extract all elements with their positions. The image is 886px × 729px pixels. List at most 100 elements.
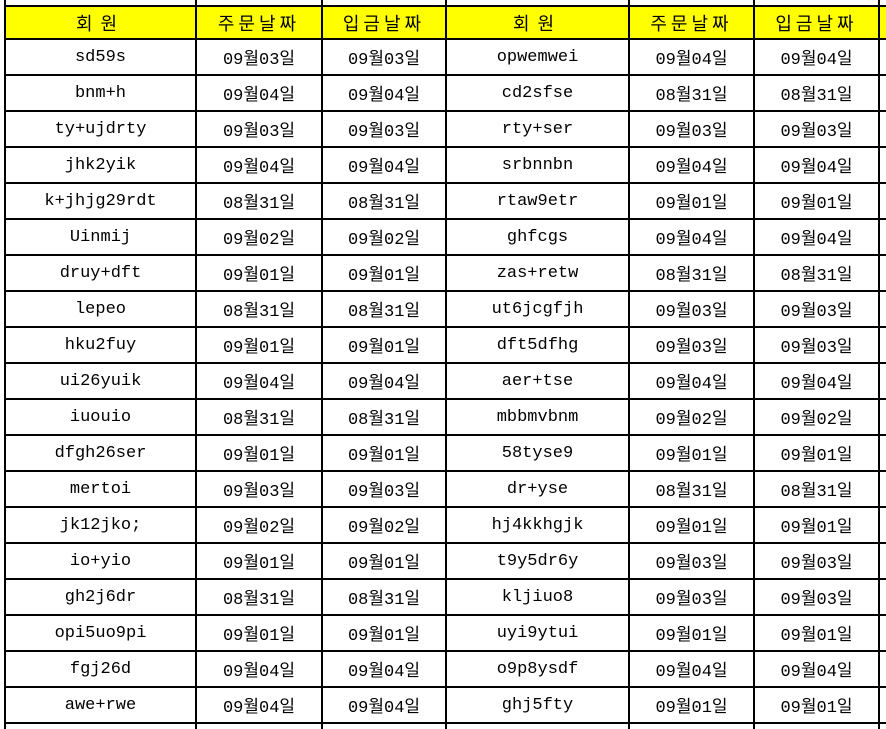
deposit-date-cell[interactable]: 09월03일 (755, 328, 880, 364)
deposit-date-cell[interactable]: 09월04일 (755, 40, 880, 76)
order-date-cell[interactable]: 09월01일 (197, 544, 323, 580)
deposit-date-cell[interactable]: 08월31일 (323, 184, 447, 220)
deposit-date-cell[interactable]: 09월03일 (323, 112, 447, 148)
member-cell[interactable]: sd59s (4, 40, 197, 76)
order-date-cell[interactable]: 09월01일 (630, 616, 755, 652)
member-cell[interactable]: rty+ser (447, 112, 630, 148)
order-date-cell[interactable]: 09월04일 (197, 76, 323, 112)
deposit-date-cell[interactable]: 09월01일 (755, 508, 880, 544)
header-cell-member-right[interactable]: 회원 (447, 7, 630, 40)
deposit-date-cell[interactable]: 09월04일 (755, 652, 880, 688)
order-date-cell[interactable]: 08월31일 (197, 400, 323, 436)
deposit-date-cell[interactable]: 09월01일 (323, 616, 447, 652)
order-date-cell[interactable]: 09월04일 (630, 148, 755, 184)
order-date-cell[interactable]: 09월01일 (197, 436, 323, 472)
member-cell[interactable]: iuouio (4, 400, 197, 436)
member-cell[interactable]: ty+ujdrty (4, 112, 197, 148)
deposit-date-cell[interactable]: 09월02일 (323, 220, 447, 256)
deposit-date-cell[interactable]: 08월31일 (755, 472, 880, 508)
member-cell[interactable]: opwemwei (447, 40, 630, 76)
order-date-cell[interactable]: 09월01일 (197, 256, 323, 292)
member-cell[interactable]: gh2j6dr (4, 580, 197, 616)
member-cell[interactable]: Uinmij (4, 220, 197, 256)
deposit-date-cell[interactable]: 09월03일 (323, 40, 447, 76)
deposit-date-cell[interactable]: 09월01일 (755, 616, 880, 652)
order-date-cell[interactable]: 09월03일 (197, 472, 323, 508)
deposit-date-cell[interactable]: 08월31일 (323, 580, 447, 616)
order-date-cell[interactable]: 09월04일 (197, 364, 323, 400)
order-date-cell[interactable]: 09월03일 (630, 580, 755, 616)
member-cell[interactable]: fgj26d (4, 652, 197, 688)
member-cell[interactable]: ut6jcgfjh (447, 292, 630, 328)
order-date-cell[interactable]: 09월01일 (197, 616, 323, 652)
member-cell[interactable]: hku2fuy (4, 328, 197, 364)
member-cell[interactable]: uyi9ytui (447, 616, 630, 652)
member-cell[interactable]: dfgh26ser (4, 436, 197, 472)
member-cell[interactable]: rtaw9etr (447, 184, 630, 220)
header-cell-member-left[interactable]: 회원 (4, 7, 197, 40)
order-date-cell[interactable]: 09월01일 (630, 436, 755, 472)
order-date-cell[interactable]: 08월31일 (197, 292, 323, 328)
member-cell[interactable]: mbbmvbnm (447, 400, 630, 436)
member-cell[interactable]: o9p8ysdf (447, 652, 630, 688)
deposit-date-cell[interactable]: 09월02일 (755, 400, 880, 436)
member-cell[interactable]: lepeo (4, 292, 197, 328)
member-cell[interactable]: jk12jko; (4, 508, 197, 544)
order-date-cell[interactable]: 08월31일 (197, 580, 323, 616)
member-cell[interactable]: kljiuo8 (447, 580, 630, 616)
deposit-date-cell[interactable]: 09월01일 (323, 544, 447, 580)
member-cell[interactable]: dft5dfhg (447, 328, 630, 364)
order-date-cell[interactable]: 09월04일 (630, 652, 755, 688)
member-cell[interactable]: hj4kkhgjk (447, 508, 630, 544)
member-cell[interactable]: opi5uo9pi (4, 616, 197, 652)
member-cell[interactable]: bnm+h (4, 76, 197, 112)
order-date-cell[interactable]: 09월03일 (630, 544, 755, 580)
deposit-date-cell[interactable]: 08월31일 (323, 400, 447, 436)
member-cell[interactable]: mertoi (4, 472, 197, 508)
order-date-cell[interactable]: 09월01일 (630, 184, 755, 220)
header-cell-deposit-date-right[interactable]: 입금날짜 (755, 7, 880, 40)
header-cell-deposit-date-left[interactable]: 입금날짜 (323, 7, 447, 40)
order-date-cell[interactable]: 09월04일 (630, 40, 755, 76)
deposit-date-cell[interactable]: 09월01일 (323, 436, 447, 472)
member-cell[interactable]: druy+dft (4, 256, 197, 292)
deposit-date-cell[interactable]: 09월03일 (755, 544, 880, 580)
deposit-date-cell[interactable]: 09월04일 (323, 364, 447, 400)
deposit-date-cell[interactable]: 09월01일 (755, 436, 880, 472)
deposit-date-cell[interactable]: 09월04일 (755, 148, 880, 184)
member-cell[interactable]: ui26yuik (4, 364, 197, 400)
order-date-cell[interactable]: 09월04일 (197, 652, 323, 688)
order-date-cell[interactable]: 09월03일 (630, 292, 755, 328)
order-date-cell[interactable]: 09월03일 (197, 112, 323, 148)
member-cell[interactable]: k+jhjg29rdt (4, 184, 197, 220)
order-date-cell[interactable]: 09월04일 (630, 364, 755, 400)
deposit-date-cell[interactable]: 09월04일 (755, 220, 880, 256)
deposit-date-cell[interactable]: 09월01일 (755, 184, 880, 220)
order-date-cell[interactable]: 08월31일 (197, 184, 323, 220)
order-date-cell[interactable]: 09월04일 (197, 688, 323, 724)
member-cell[interactable]: srbnnbn (447, 148, 630, 184)
deposit-date-cell[interactable]: 09월01일 (755, 688, 880, 724)
order-date-cell[interactable]: 09월03일 (630, 112, 755, 148)
deposit-date-cell[interactable]: 09월04일 (323, 652, 447, 688)
deposit-date-cell[interactable]: 08월31일 (755, 76, 880, 112)
order-date-cell[interactable]: 09월02일 (197, 508, 323, 544)
deposit-date-cell[interactable]: 09월02일 (323, 508, 447, 544)
order-date-cell[interactable]: 09월03일 (197, 40, 323, 76)
deposit-date-cell[interactable]: 09월03일 (323, 472, 447, 508)
deposit-date-cell[interactable]: 09월04일 (323, 148, 447, 184)
order-date-cell[interactable]: 09월01일 (630, 508, 755, 544)
deposit-date-cell[interactable]: 09월04일 (755, 364, 880, 400)
order-date-cell[interactable]: 08월31일 (630, 76, 755, 112)
member-cell[interactable]: awe+rwe (4, 688, 197, 724)
deposit-date-cell[interactable]: 09월01일 (323, 256, 447, 292)
deposit-date-cell[interactable]: 09월04일 (323, 76, 447, 112)
order-date-cell[interactable]: 09월04일 (197, 148, 323, 184)
order-date-cell[interactable]: 09월01일 (197, 328, 323, 364)
deposit-date-cell[interactable]: 09월03일 (755, 580, 880, 616)
order-date-cell[interactable]: 08월31일 (630, 472, 755, 508)
member-cell[interactable]: dr+yse (447, 472, 630, 508)
member-cell[interactable]: t9y5dr6y (447, 544, 630, 580)
header-cell-order-date-left[interactable]: 주문날짜 (197, 7, 323, 40)
order-date-cell[interactable]: 09월02일 (197, 220, 323, 256)
